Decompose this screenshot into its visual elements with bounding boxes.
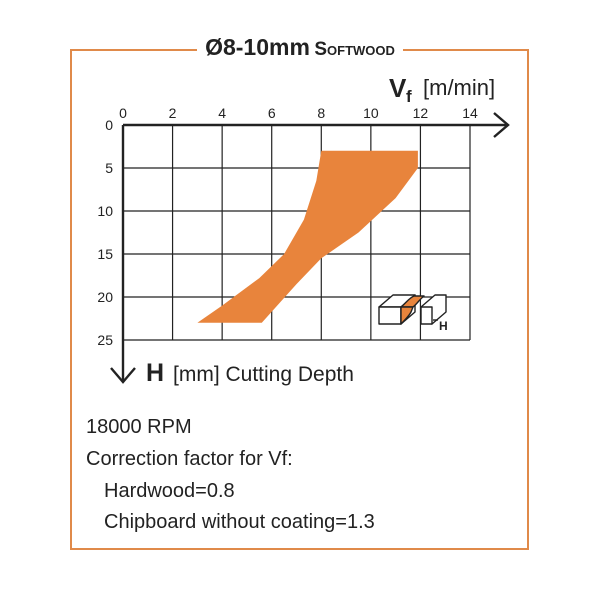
y-tick-labels: 0 5 10 15 20 25: [97, 117, 113, 348]
x-tick-0: 0: [119, 105, 127, 121]
y-axis-label: [mm] Cutting Depth: [173, 363, 354, 386]
rpm-note: 18000 RPM: [86, 416, 192, 438]
correction-title: Correction factor for Vf:: [86, 448, 293, 470]
y-axis-symbol: H: [146, 359, 164, 387]
x-tick-4: 4: [218, 105, 226, 121]
x-tick-12: 12: [413, 105, 429, 121]
x-tick-14: 14: [462, 105, 478, 121]
y-tick-5: 5: [105, 160, 113, 176]
chipboard-factor: Chipboard without coating=1.3: [104, 511, 375, 533]
feed-rate-region: [197, 150, 418, 323]
groove-workpiece-icon: [378, 294, 447, 325]
x-tick-10: 10: [363, 105, 379, 121]
y-tick-20: 20: [97, 289, 113, 305]
x-axis-subscript: f: [406, 87, 412, 106]
x-axis-arrow: [493, 112, 510, 138]
x-axis-symbol: V: [389, 73, 407, 103]
chart-axes: [110, 112, 510, 384]
depth-icon-label: H: [439, 319, 448, 333]
hardwood-factor: Hardwood=0.8: [104, 480, 235, 502]
y-axis-arrow: [110, 367, 136, 384]
x-tick-8: 8: [317, 105, 325, 121]
y-tick-10: 10: [97, 203, 113, 219]
x-tick-6: 6: [268, 105, 276, 121]
y-tick-15: 15: [97, 246, 113, 262]
y-tick-0: 0: [105, 117, 113, 133]
x-axis-unit: [m/min]: [423, 75, 495, 100]
y-tick-25: 25: [97, 332, 113, 348]
x-tick-2: 2: [169, 105, 177, 121]
x-tick-labels: 0 2 4 6 8 10 12 14: [119, 105, 478, 121]
